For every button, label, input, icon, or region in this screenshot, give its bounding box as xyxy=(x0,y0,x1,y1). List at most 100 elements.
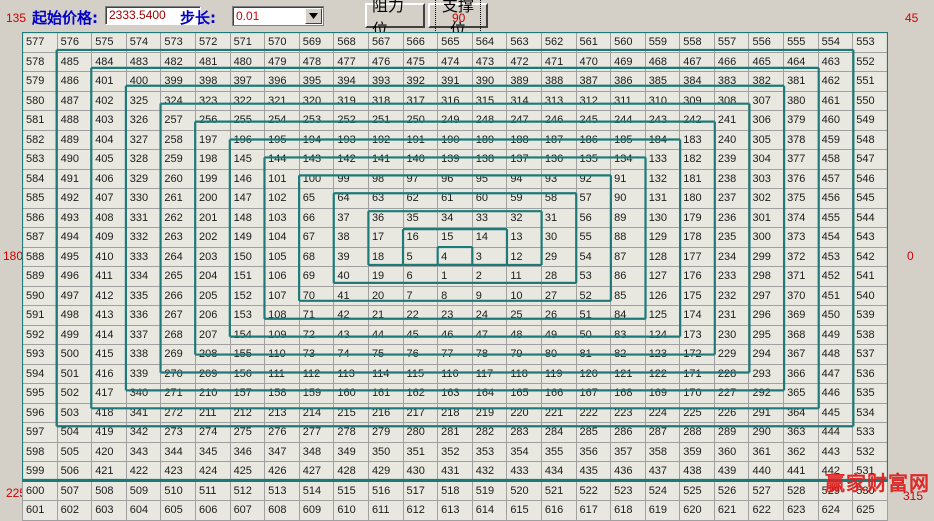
grid-cell[interactable]: 556 xyxy=(748,32,785,53)
grid-cell[interactable]: 472 xyxy=(506,51,542,72)
grid-cell[interactable]: 313 xyxy=(540,90,577,111)
grid-cell[interactable]: 70 xyxy=(298,285,335,306)
grid-cell[interactable]: 287 xyxy=(644,422,681,443)
grid-cell[interactable]: 395 xyxy=(298,71,335,92)
grid-cell[interactable]: 65 xyxy=(298,188,335,209)
grid-cell[interactable]: 157 xyxy=(229,383,266,404)
grid-cell[interactable]: 238 xyxy=(713,168,750,189)
grid-cell[interactable]: 599 xyxy=(22,461,58,482)
grid-cell[interactable]: 9 xyxy=(471,285,508,306)
grid-cell[interactable]: 437 xyxy=(644,461,681,482)
grid-cell[interactable]: 165 xyxy=(506,383,542,404)
grid-cell[interactable]: 355 xyxy=(540,441,577,462)
grid-cell[interactable]: 339 xyxy=(125,363,162,384)
grid-cell[interactable]: 594 xyxy=(22,363,58,384)
grid-cell[interactable]: 569 xyxy=(298,32,335,53)
grid-cell[interactable]: 200 xyxy=(194,188,231,209)
grid-cell[interactable]: 56 xyxy=(575,207,612,228)
grid-cell[interactable]: 359 xyxy=(679,441,715,462)
grid-cell[interactable]: 474 xyxy=(437,51,473,72)
grid-cell[interactable]: 83 xyxy=(610,324,646,345)
grid-cell[interactable]: 64 xyxy=(333,188,369,209)
grid-cell[interactable]: 255 xyxy=(229,110,266,131)
grid-cell[interactable]: 72 xyxy=(298,324,335,345)
grid-cell[interactable]: 607 xyxy=(229,500,266,521)
grid-cell[interactable]: 273 xyxy=(160,422,196,443)
grid-cell[interactable]: 214 xyxy=(298,402,335,423)
grid-cell[interactable]: 272 xyxy=(160,402,196,423)
grid-cell[interactable]: 614 xyxy=(471,500,508,521)
grid-cell[interactable]: 407 xyxy=(91,188,127,209)
grid-cell[interactable]: 106 xyxy=(264,266,300,287)
grid-cell[interactable]: 58 xyxy=(540,188,577,209)
grid-cell[interactable]: 484 xyxy=(91,51,127,72)
grid-cell[interactable]: 321 xyxy=(264,90,300,111)
grid-cell[interactable]: 532 xyxy=(852,441,888,462)
grid-cell[interactable]: 163 xyxy=(437,383,473,404)
grid-cell[interactable]: 583 xyxy=(22,149,58,170)
grid-cell[interactable]: 37 xyxy=(333,207,369,228)
chevron-down-icon[interactable] xyxy=(305,8,322,24)
grid-cell[interactable]: 174 xyxy=(679,305,715,326)
grid-cell[interactable]: 467 xyxy=(679,51,715,72)
grid-cell[interactable]: 33 xyxy=(471,207,508,228)
grid-cell[interactable]: 127 xyxy=(644,266,681,287)
grid-cell[interactable]: 95 xyxy=(471,168,508,189)
grid-cell[interactable]: 419 xyxy=(91,422,127,443)
grid-cell[interactable]: 247 xyxy=(506,110,542,131)
grid-cell[interactable]: 138 xyxy=(471,149,508,170)
grid-cell[interactable]: 147 xyxy=(229,188,266,209)
grid-cell[interactable]: 113 xyxy=(333,363,369,384)
grid-cell[interactable]: 542 xyxy=(852,246,888,267)
grid-cell[interactable]: 292 xyxy=(748,383,785,404)
grid-cell[interactable]: 460 xyxy=(817,110,854,131)
grid-cell[interactable]: 122 xyxy=(644,363,681,384)
grid-cell[interactable]: 592 xyxy=(22,324,58,345)
grid-cell[interactable]: 366 xyxy=(783,363,819,384)
grid-cell[interactable]: 236 xyxy=(713,207,750,228)
grid-cell[interactable]: 410 xyxy=(91,246,127,267)
grid-cell[interactable]: 473 xyxy=(471,51,508,72)
grid-cell[interactable]: 237 xyxy=(713,188,750,209)
grid-cell[interactable]: 369 xyxy=(783,305,819,326)
grid-cell[interactable]: 59 xyxy=(506,188,542,209)
grid-cell[interactable]: 66 xyxy=(298,207,335,228)
grid-cell[interactable]: 126 xyxy=(644,285,681,306)
grid-cell[interactable]: 507 xyxy=(56,480,93,501)
grid-cell[interactable]: 39 xyxy=(333,246,369,267)
grid-cell[interactable]: 444 xyxy=(817,422,854,443)
grid-cell[interactable]: 46 xyxy=(437,324,473,345)
grid-cell[interactable]: 303 xyxy=(748,168,785,189)
grid-cell[interactable]: 186 xyxy=(575,129,612,150)
grid-cell[interactable]: 377 xyxy=(783,149,819,170)
grid-cell[interactable]: 465 xyxy=(748,51,785,72)
grid-cell[interactable]: 68 xyxy=(298,246,335,267)
grid-cell[interactable]: 373 xyxy=(783,227,819,248)
grid-cell[interactable]: 572 xyxy=(194,32,231,53)
grid-cell[interactable]: 22 xyxy=(402,305,439,326)
grid-cell[interactable]: 422 xyxy=(125,461,162,482)
grid-cell[interactable]: 190 xyxy=(437,129,473,150)
grid-cell[interactable]: 84 xyxy=(610,305,646,326)
grid-cell[interactable]: 320 xyxy=(298,90,335,111)
grid-cell[interactable]: 288 xyxy=(679,422,715,443)
grid-cell[interactable]: 383 xyxy=(713,71,750,92)
grid-cell[interactable]: 514 xyxy=(298,480,335,501)
grid-cell[interactable]: 285 xyxy=(575,422,612,443)
grid-cell[interactable]: 623 xyxy=(783,500,819,521)
grid-cell[interactable]: 526 xyxy=(713,480,750,501)
grid-cell[interactable]: 378 xyxy=(783,129,819,150)
grid-cell[interactable]: 92 xyxy=(575,168,612,189)
grid-cell[interactable]: 328 xyxy=(125,149,162,170)
grid-cell[interactable]: 110 xyxy=(264,344,300,365)
grid-cell[interactable]: 47 xyxy=(471,324,508,345)
grid-cell[interactable]: 67 xyxy=(298,227,335,248)
grid-cell[interactable]: 521 xyxy=(540,480,577,501)
grid-cell[interactable]: 75 xyxy=(367,344,404,365)
grid-cell[interactable]: 181 xyxy=(679,168,715,189)
grid-cell[interactable]: 323 xyxy=(194,90,231,111)
grid-cell[interactable]: 241 xyxy=(713,110,750,131)
grid-cell[interactable]: 381 xyxy=(783,71,819,92)
grid-cell[interactable]: 297 xyxy=(748,285,785,306)
grid-cell[interactable]: 118 xyxy=(506,363,542,384)
